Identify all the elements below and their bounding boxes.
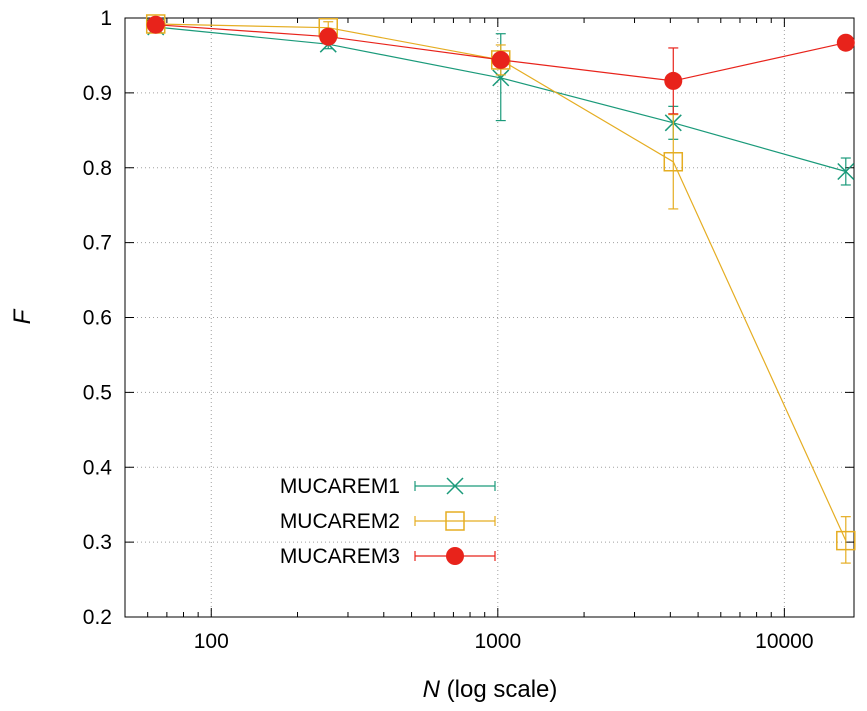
- axis-ticks: [124, 17, 854, 618]
- grid: [125, 18, 854, 617]
- point-marker-circle: [836, 33, 855, 52]
- legend: MUCAREM1 MUCAREM2 MUCAREM3: [280, 475, 496, 568]
- x-tick-label: 10000: [755, 630, 813, 653]
- x-axis-label: N (log scale): [423, 676, 558, 703]
- legend-entry-MUCAREM2: MUCAREM2: [280, 510, 496, 533]
- x-axis-label-suffix: (log scale): [440, 676, 557, 703]
- point-marker-circle: [446, 547, 464, 565]
- x-tick-label: 100: [194, 630, 229, 653]
- point-marker-circle: [491, 50, 510, 69]
- legend-label: MUCAREM3: [280, 545, 400, 568]
- legend-label: MUCAREM2: [280, 510, 400, 533]
- series-MUCAREM3: [146, 15, 855, 115]
- y-tick-label: 0.2: [83, 606, 112, 629]
- point-marker-x-b: [837, 162, 855, 181]
- point-marker-x-b: [492, 69, 510, 87]
- plot-frame: [124, 17, 855, 618]
- point-marker-circle: [319, 27, 338, 46]
- y-tick-label: 0.8: [83, 157, 112, 180]
- tick-labels: 0.2 0.3 0.4 0.5 0.6 0.7 0.8 0.9 1 100 1000 10000: [83, 7, 814, 653]
- x-axis-label-var: N: [423, 676, 441, 703]
- series: [145, 14, 856, 564]
- y-tick-label: 1: [100, 7, 112, 30]
- series-MUCAREM1: [147, 18, 855, 186]
- legend-label: MUCAREM1: [280, 475, 400, 498]
- point-marker-x-b: [446, 477, 464, 495]
- point-marker-circle: [146, 15, 165, 34]
- legend-entry-MUCAREM1: MUCAREM1: [280, 475, 496, 498]
- y-tick-label: 0.6: [83, 307, 112, 330]
- y-tick-label: 0.3: [83, 531, 112, 554]
- y-tick-label: 0.4: [83, 456, 113, 479]
- point-marker-square: [836, 530, 856, 551]
- y-tick-label: 0.9: [83, 82, 112, 105]
- y-axis-label: F: [9, 308, 36, 324]
- y-tick-label: 0.5: [83, 381, 112, 404]
- x-tick-label: 1000: [474, 630, 521, 653]
- point-marker-circle: [664, 71, 683, 90]
- y-tick-label: 0.7: [83, 232, 112, 255]
- point-marker-square: [663, 152, 684, 172]
- legend-entry-MUCAREM3: MUCAREM3: [280, 545, 496, 568]
- point-marker-square: [445, 511, 465, 531]
